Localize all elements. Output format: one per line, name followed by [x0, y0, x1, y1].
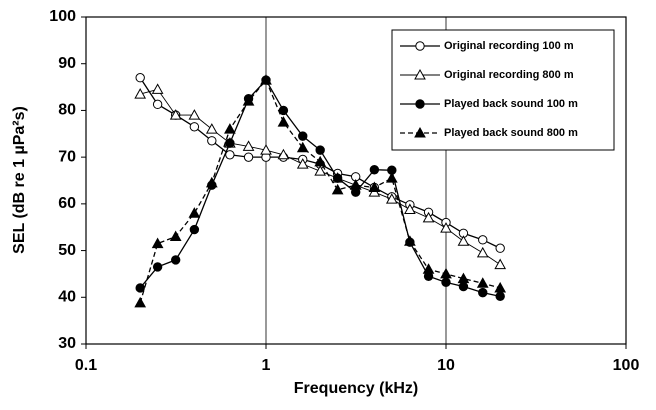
- marker: [207, 136, 217, 146]
- marker: [135, 73, 145, 83]
- marker: [205, 123, 218, 134]
- marker: [414, 126, 426, 138]
- y-tick-label: 30: [58, 335, 76, 352]
- x-tick-label: 100: [613, 357, 640, 374]
- y-tick-label: 60: [58, 195, 76, 212]
- plot-frame: [85, 16, 627, 345]
- marker: [494, 281, 507, 293]
- marker: [414, 68, 426, 80]
- marker: [495, 243, 505, 253]
- marker: [315, 145, 325, 155]
- legend: Original recording 100 m Original recordi…: [391, 29, 615, 151]
- marker: [478, 235, 488, 245]
- marker: [277, 148, 290, 160]
- marker: [205, 176, 218, 188]
- marker: [385, 172, 398, 183]
- marker: [151, 83, 164, 94]
- marker: [494, 258, 507, 270]
- marker: [495, 291, 505, 302]
- marker: [331, 183, 344, 195]
- marker: [277, 116, 290, 127]
- marker: [457, 235, 470, 246]
- marker: [188, 207, 201, 218]
- legend-label: Original recording 800 m: [444, 69, 574, 81]
- marker: [188, 109, 201, 120]
- marker: [170, 255, 181, 265]
- marker: [422, 211, 435, 223]
- marker: [385, 193, 398, 204]
- marker: [296, 158, 309, 169]
- legend-box: [391, 29, 615, 151]
- marker: [298, 131, 308, 141]
- x-tick-label: 0.1: [75, 357, 97, 374]
- marker: [260, 74, 272, 85]
- marker: [458, 281, 469, 292]
- y-tick-label: 90: [58, 55, 76, 72]
- y-tick-label: 100: [49, 8, 76, 25]
- marker: [135, 283, 145, 293]
- marker: [169, 109, 182, 120]
- x-tick-label: 10: [437, 357, 455, 374]
- marker: [368, 181, 381, 193]
- marker: [415, 41, 425, 51]
- marker: [225, 150, 235, 160]
- marker: [224, 123, 236, 134]
- marker: [243, 152, 254, 162]
- y-tick-label: 40: [58, 289, 76, 306]
- y-tick-label: 80: [58, 102, 76, 119]
- marker: [152, 99, 163, 110]
- y-tick-label: 50: [58, 242, 76, 259]
- legend-label: Played back sound 800 m: [444, 127, 578, 139]
- marker: [476, 277, 489, 288]
- y-axis-label: SEL (dB re 1 µPa²s): [11, 106, 28, 254]
- marker: [349, 179, 362, 190]
- marker: [415, 99, 425, 109]
- x-tick-label: 1: [262, 357, 271, 374]
- marker: [169, 230, 182, 242]
- marker: [404, 235, 416, 246]
- legend-label: Played back sound 100 m: [444, 98, 578, 110]
- marker: [189, 224, 200, 235]
- marker: [260, 144, 272, 155]
- marker: [369, 165, 380, 175]
- marker: [441, 277, 451, 288]
- marker: [296, 141, 309, 153]
- marker: [314, 155, 327, 167]
- marker: [476, 246, 489, 258]
- marker: [134, 296, 147, 308]
- marker: [422, 263, 435, 274]
- marker: [152, 262, 163, 272]
- y-tick-label: 70: [58, 148, 76, 165]
- marker: [242, 95, 255, 106]
- marker: [440, 267, 452, 279]
- marker: [332, 173, 343, 183]
- marker: [404, 203, 416, 214]
- marker: [478, 287, 488, 298]
- marker: [189, 122, 200, 132]
- marker: [151, 237, 164, 249]
- x-axis-label: Frequency (kHz): [294, 380, 418, 397]
- marker: [440, 222, 452, 233]
- marker: [134, 88, 147, 99]
- marker: [314, 165, 327, 176]
- marker: [242, 140, 255, 151]
- marker: [457, 272, 470, 284]
- marker: [225, 138, 235, 148]
- legend-label: Original recording 100 m: [444, 40, 574, 52]
